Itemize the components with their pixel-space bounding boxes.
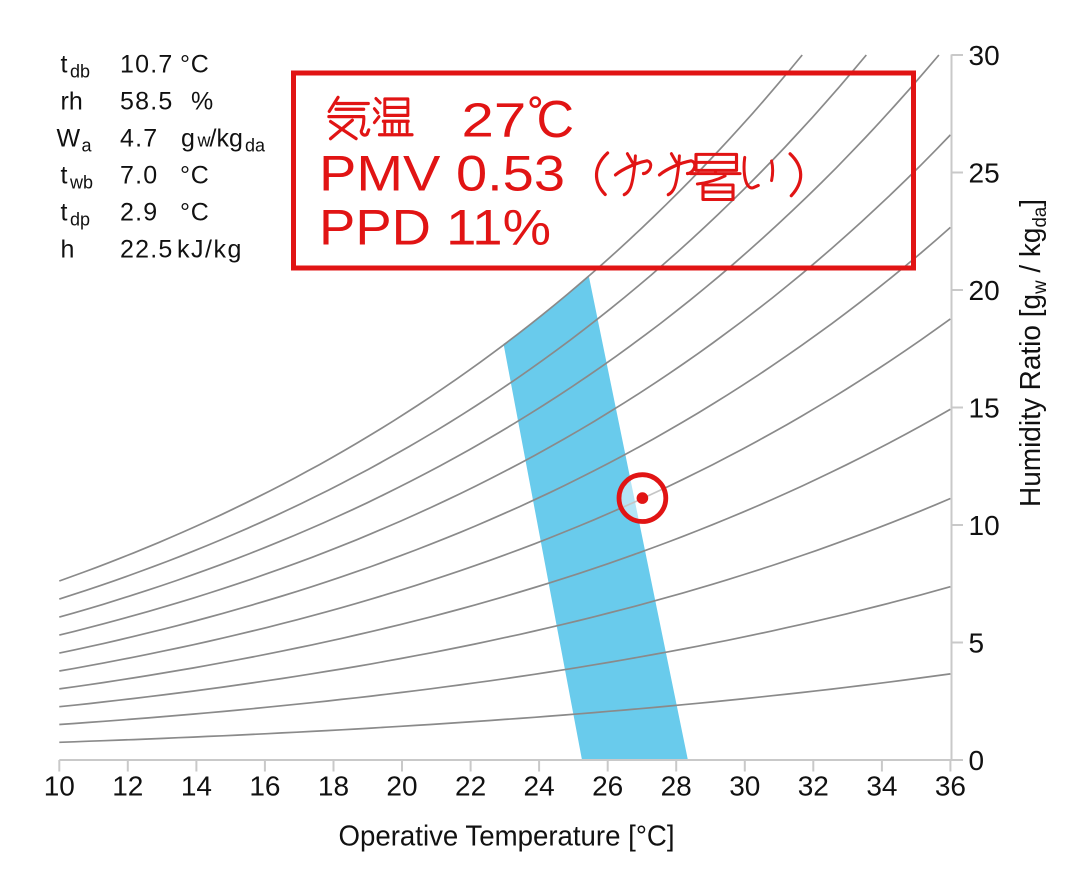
svg-text:10: 10 bbox=[969, 510, 1000, 541]
svg-text:Operative Temperature [°C]: Operative Temperature [°C] bbox=[339, 821, 675, 853]
svg-text:a: a bbox=[82, 136, 93, 156]
svg-text:%: % bbox=[191, 88, 213, 116]
svg-text:10.7: 10.7 bbox=[120, 51, 173, 79]
svg-text:g: g bbox=[181, 125, 195, 153]
svg-text:10: 10 bbox=[44, 771, 75, 802]
svg-text:30: 30 bbox=[969, 40, 1000, 71]
svg-text:30: 30 bbox=[729, 771, 760, 802]
svg-text:°C: °C bbox=[180, 162, 210, 190]
svg-text:t: t bbox=[61, 199, 68, 227]
svg-text:15: 15 bbox=[969, 393, 1000, 424]
svg-text:14: 14 bbox=[181, 771, 212, 802]
svg-text:C: C bbox=[537, 91, 575, 149]
svg-text:27: 27 bbox=[462, 95, 527, 148]
svg-text:db: db bbox=[70, 62, 90, 82]
svg-text:t: t bbox=[61, 51, 68, 79]
svg-text:26: 26 bbox=[592, 771, 623, 802]
svg-text:22.5: 22.5 bbox=[120, 236, 173, 264]
svg-text:h: h bbox=[61, 236, 75, 264]
svg-text:da: da bbox=[245, 136, 266, 156]
svg-text:0: 0 bbox=[969, 745, 985, 776]
svg-text:18: 18 bbox=[318, 771, 349, 802]
svg-text:W: W bbox=[57, 125, 81, 153]
svg-text:12: 12 bbox=[112, 771, 143, 802]
svg-text:32: 32 bbox=[798, 771, 829, 802]
svg-text:24: 24 bbox=[524, 771, 555, 802]
svg-text:/kg: /kg bbox=[210, 125, 243, 153]
svg-text:°C: °C bbox=[180, 51, 210, 79]
svg-text:dp: dp bbox=[70, 210, 90, 230]
svg-text:36: 36 bbox=[935, 771, 966, 802]
svg-text:34: 34 bbox=[866, 771, 897, 802]
svg-text:t: t bbox=[61, 162, 68, 190]
svg-text:w: w bbox=[197, 131, 212, 151]
svg-text:wb: wb bbox=[69, 173, 93, 193]
svg-text:25: 25 bbox=[969, 158, 1000, 189]
svg-text:PPD 11%: PPD 11% bbox=[319, 199, 551, 255]
svg-text:kJ/kg: kJ/kg bbox=[177, 236, 243, 264]
svg-text:58.5: 58.5 bbox=[120, 88, 173, 116]
svg-text:16: 16 bbox=[249, 771, 280, 802]
svg-text:20: 20 bbox=[969, 275, 1000, 306]
svg-text:2.9: 2.9 bbox=[120, 199, 158, 227]
svg-text:5: 5 bbox=[969, 628, 985, 659]
svg-text:28: 28 bbox=[661, 771, 692, 802]
svg-text:PMV 0.53: PMV 0.53 bbox=[319, 146, 565, 202]
svg-text:20: 20 bbox=[386, 771, 417, 802]
svg-text:7.0: 7.0 bbox=[120, 162, 158, 190]
svg-text:°C: °C bbox=[180, 199, 210, 227]
svg-text:22: 22 bbox=[455, 771, 486, 802]
svg-text:Humidity Ratio [gw / kgda]: Humidity Ratio [gw / kgda] bbox=[1015, 199, 1051, 507]
svg-text:rh: rh bbox=[61, 88, 83, 116]
svg-text:4.7: 4.7 bbox=[120, 125, 158, 153]
